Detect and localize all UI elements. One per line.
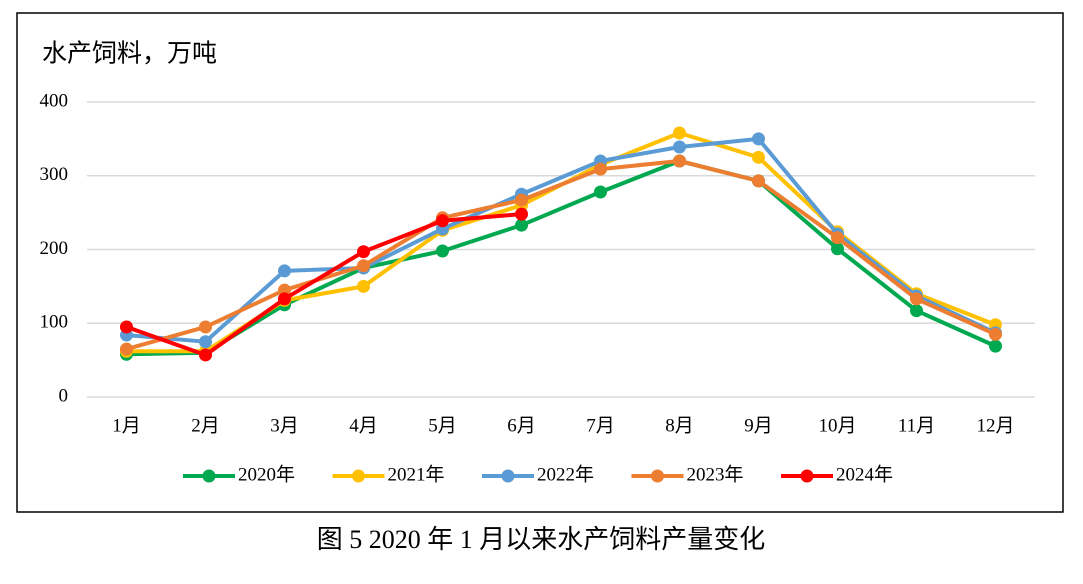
data-point (515, 193, 528, 207)
data-point (278, 292, 291, 306)
data-point (910, 304, 923, 318)
legend-label: 2023年 (687, 463, 744, 485)
legend-label: 2021年 (388, 463, 445, 485)
x-tick-label: 5月 (428, 415, 457, 436)
legend-label: 2024年 (836, 463, 893, 485)
data-point (199, 320, 212, 334)
data-point (436, 244, 449, 258)
data-point (199, 348, 212, 362)
x-tick-label: 11月 (898, 415, 935, 436)
data-point (120, 342, 133, 356)
legend-marker (651, 469, 664, 483)
data-point (752, 174, 765, 188)
y-tick-label: 400 (40, 90, 69, 111)
data-point (910, 292, 923, 306)
data-point (278, 264, 291, 278)
data-point (989, 339, 1002, 353)
data-point (673, 140, 686, 154)
y-tick-label: 100 (40, 312, 69, 333)
x-tick-label: 12月 (976, 415, 1014, 436)
x-tick-label: 2月 (191, 415, 220, 436)
data-point (357, 245, 370, 259)
data-point (357, 259, 370, 273)
x-tick-label: 4月 (349, 415, 378, 436)
legend-label: 2020年 (238, 463, 295, 485)
data-point (515, 218, 528, 232)
legend-label: 2022年 (537, 463, 594, 485)
y-tick-label: 0 (59, 385, 69, 406)
caption: 图 5 2020 年 1 月以来水产饲料产量变化 (317, 525, 766, 554)
data-point (752, 132, 765, 146)
data-point (673, 154, 686, 168)
data-point (515, 207, 528, 221)
data-point (752, 150, 765, 164)
y-axis-label: 水产饲料，万吨 (42, 40, 217, 68)
legend-marker (202, 469, 216, 483)
data-point (673, 126, 686, 140)
data-point (594, 185, 607, 199)
data-point (594, 162, 607, 176)
x-tick-label: 6月 (507, 415, 536, 436)
chart-frame (16, 12, 1064, 513)
series-line (125, 159, 997, 351)
x-tick-label: 1月 (112, 415, 141, 436)
legend-marker (352, 469, 365, 483)
x-tick-label: 9月 (744, 415, 773, 436)
x-tick-label: 3月 (270, 415, 299, 436)
x-tick-label: 8月 (665, 415, 694, 436)
series-line (126, 136, 997, 344)
y-tick-label: 200 (40, 238, 69, 259)
data-point (831, 242, 844, 256)
series-line (126, 159, 997, 357)
x-tick-label: 10月 (818, 415, 856, 436)
x-tick-label: 7月 (586, 415, 615, 436)
series-line (125, 212, 522, 357)
y-tick-label: 300 (40, 164, 69, 185)
data-point (199, 335, 212, 349)
data-point (831, 231, 844, 245)
data-point (357, 279, 370, 293)
data-point (120, 320, 133, 334)
legend-marker (800, 469, 814, 483)
data-point (436, 214, 449, 228)
data-point (989, 327, 1002, 341)
legend-marker (501, 469, 515, 483)
